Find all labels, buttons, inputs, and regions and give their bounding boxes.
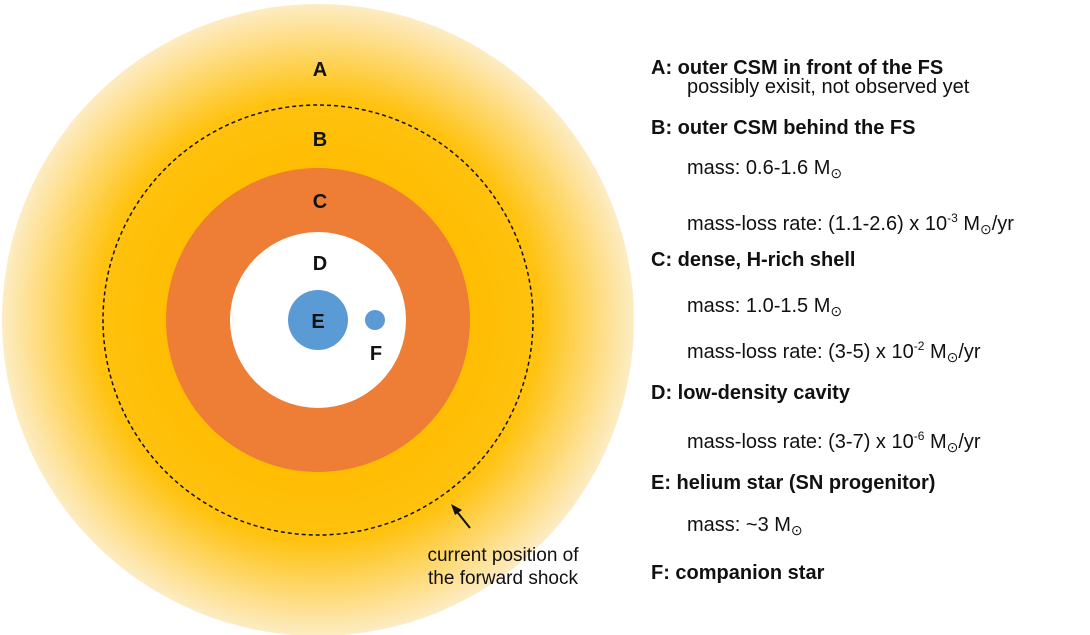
text: mass: 0.6-1.6 M — [687, 157, 831, 179]
exponent: -3 — [947, 211, 958, 225]
text: mass-loss rate: (1.1-2.6) x 10 — [687, 213, 948, 235]
legend-title: B: outer CSM behind the FS — [651, 117, 916, 139]
region-label: F — [370, 343, 382, 365]
region-label: B — [313, 129, 327, 151]
text: M — [957, 213, 980, 235]
region-label: C — [313, 191, 327, 213]
legend-title: F: companion star — [651, 562, 825, 584]
legend-line: mass-loss rate: (3-7) x 10-6 M⊙/yr — [687, 424, 981, 459]
symbol: ⊙ — [946, 439, 959, 455]
legend-line: mass-loss rate: (1.1-2.6) x 10-3 M⊙/yr — [687, 206, 1014, 241]
symbol: ⊙ — [946, 349, 959, 365]
exponent: -2 — [913, 339, 925, 353]
symbol: ⊙ — [830, 303, 843, 319]
region-label: A — [313, 59, 327, 81]
text: mass: ~3 M — [687, 514, 791, 536]
legend-title: D: low-density cavity — [651, 382, 850, 404]
text: /yr — [991, 213, 1014, 235]
text: mass: 1.0-1.5 M — [687, 295, 831, 317]
forward-shock — [102, 104, 534, 536]
text: /yr — [958, 431, 981, 453]
text: /yr — [958, 341, 981, 363]
legend-line: possibly exisit, not observed yet — [687, 75, 969, 99]
legend-title: A: outer CSM in front of the FS — [651, 57, 944, 79]
symbol: ⊙ — [790, 522, 803, 538]
region-label: D — [313, 253, 327, 275]
text: M — [924, 431, 947, 453]
diagram: A B C D E F current position of the forw… — [2, 4, 634, 635]
companion-star — [365, 310, 385, 330]
legend-line: mass: 0.6-1.6 M⊙ — [687, 156, 842, 185]
annotation: the forward shock — [428, 568, 578, 589]
legend-line: mass-loss rate: (3-5) x 10-2 M⊙/yr — [687, 334, 981, 369]
annotation: current position of — [427, 545, 579, 566]
helium-star — [288, 290, 348, 350]
text: M — [924, 341, 947, 363]
exponent: -6 — [913, 429, 925, 443]
text: mass-loss rate: (3-5) x 10 — [687, 341, 914, 363]
text: possibly exisit, not observed yet — [687, 76, 970, 98]
arrow-head — [451, 504, 462, 515]
legend-title: E: helium star (SN progenitor) — [651, 472, 936, 494]
legend-title: C: dense, H-rich shell — [651, 249, 856, 271]
legend-line: mass: 1.0-1.5 M⊙ — [687, 294, 842, 323]
symbol: ⊙ — [979, 221, 992, 237]
legend-line: mass: ~3 M⊙ — [687, 513, 803, 542]
text: mass-loss rate: (3-7) x 10 — [687, 431, 914, 453]
region-label: E — [311, 311, 324, 333]
symbol: ⊙ — [830, 165, 843, 181]
